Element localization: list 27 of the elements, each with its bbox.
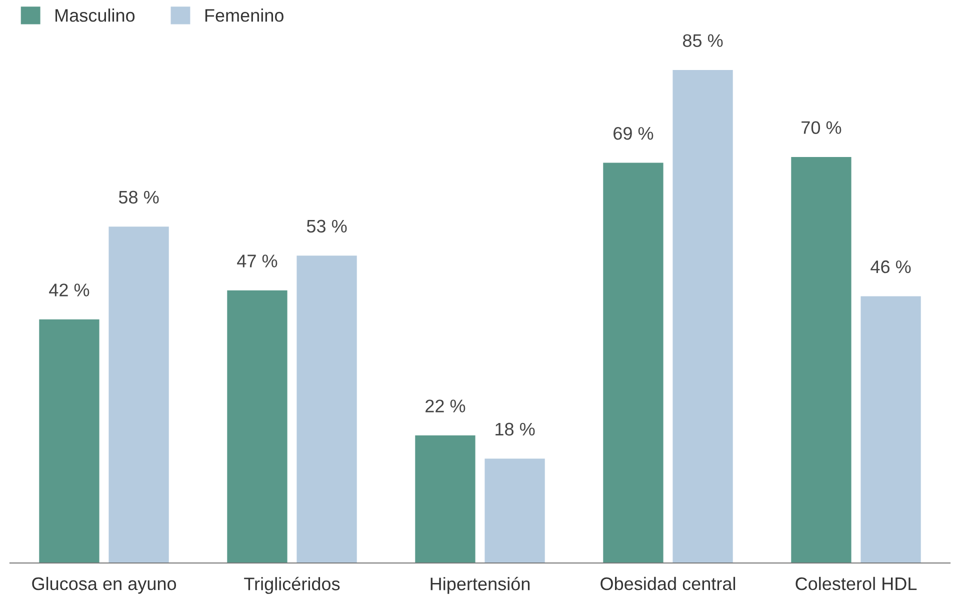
data-label: 46 % [870, 260, 911, 274]
bar [603, 162, 664, 563]
x-tick-label: Glucosa en ayuno [32, 576, 176, 594]
legend-label: Masculino [56, 8, 135, 22]
data-label: 42 % [49, 284, 90, 296]
x-tick-label: Colesterol HDL [796, 576, 917, 590]
data-label: 53 % [306, 220, 347, 233]
x-tick-label: Triglicéridos [244, 576, 340, 594]
x-tick-label: Hipertensión [430, 576, 530, 594]
data-label: 18 % [496, 422, 535, 436]
bar [227, 290, 288, 563]
bar [39, 319, 100, 563]
bar [108, 226, 169, 563]
data-label: 69 % [614, 127, 654, 140]
bar [791, 157, 852, 563]
data-label: 22 % [426, 400, 466, 412]
x-tick-label: Obesidad central [600, 576, 736, 590]
legend-label: Femenino [205, 8, 284, 22]
data-label: 85 % [682, 34, 723, 47]
bar [296, 256, 357, 563]
bar [672, 70, 733, 563]
bar [860, 296, 921, 563]
bar [415, 435, 476, 563]
data-label: 58 % [118, 190, 159, 204]
data-label: 47 % [237, 254, 278, 268]
bar [484, 458, 545, 563]
data-label: 70 % [802, 121, 842, 134]
